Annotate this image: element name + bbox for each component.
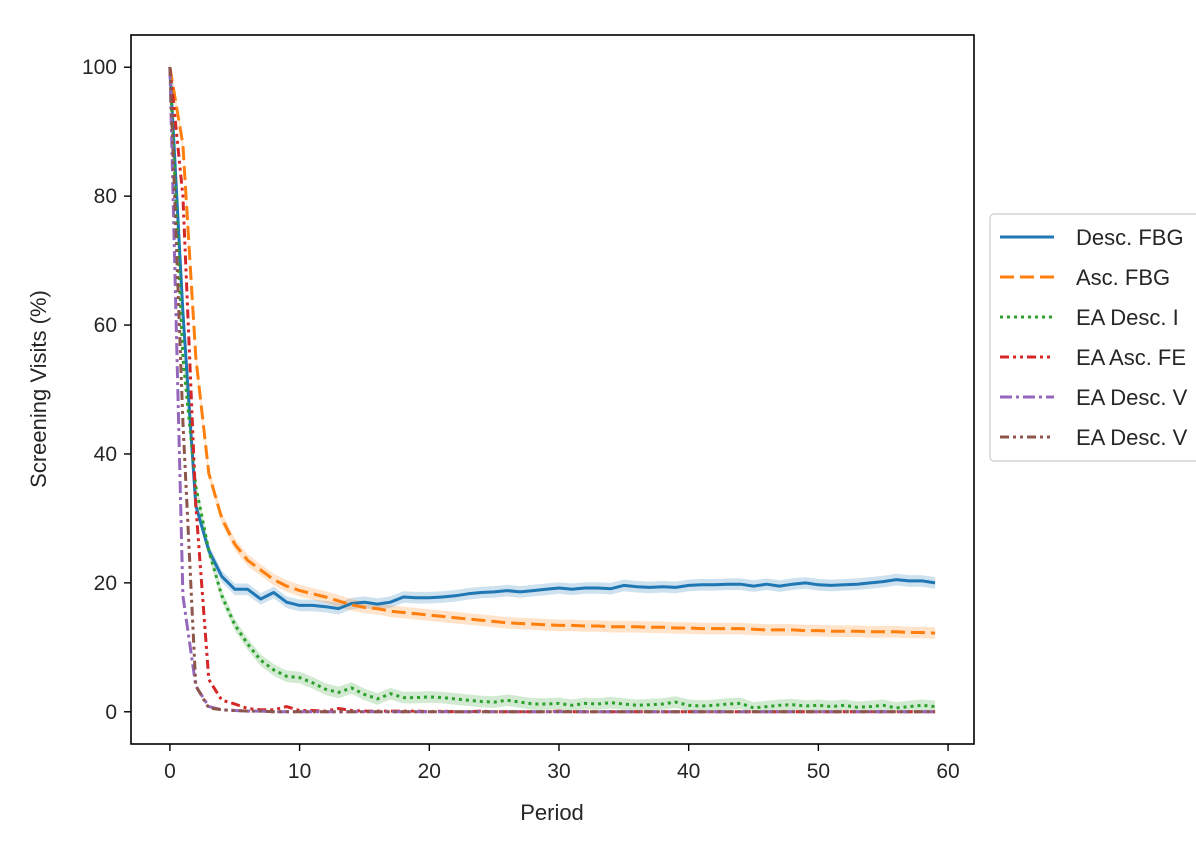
x-axis-ticks: 0 10 20 30 40 50 60: [164, 744, 960, 783]
legend-label: EA Desc. V: [1076, 385, 1188, 410]
x-tick-label: 0: [164, 760, 176, 783]
series-line-2: [168, 67, 936, 710]
x-tick-label: 30: [547, 760, 570, 783]
y-tick-label: 40: [94, 443, 117, 466]
legend-label: EA Asc. FE: [1076, 345, 1186, 370]
series-line-3: [168, 67, 936, 714]
series-line-1: [168, 66, 936, 635]
confidence-band-0: [169, 61, 936, 615]
y-axis-ticks: 0 20 40 60 80 100: [82, 56, 131, 724]
series-line-0: [168, 67, 936, 611]
confidence-band-2: [169, 61, 936, 712]
legend-label: Asc. FBG: [1076, 265, 1170, 290]
x-tick-label: 60: [936, 760, 959, 783]
series-lines: [168, 66, 936, 714]
y-tick-label: 100: [82, 56, 117, 79]
legend-label: EA Desc. I: [1076, 305, 1179, 330]
legend: Desc. FBG Asc. FBG EA Desc. I EA Asc. FE EA …: [989, 213, 1196, 462]
series-line-4: [168, 67, 936, 714]
y-tick-label: 0: [105, 701, 117, 724]
confidence-bands: [169, 61, 936, 712]
confidence-band-1: [169, 61, 936, 639]
y-tick-label: 20: [94, 572, 117, 595]
y-tick-label: 60: [94, 314, 117, 337]
x-tick-label: 40: [677, 760, 700, 783]
legend-label: EA Desc. V: [1076, 425, 1188, 450]
x-tick-label: 10: [288, 760, 311, 783]
legend-label: Desc. FBG: [1076, 225, 1184, 250]
y-axis-label: Screening Visits (%): [26, 290, 51, 488]
x-axis-label: Period: [520, 800, 584, 825]
legend-frame: [989, 213, 1196, 462]
y-tick-label: 80: [94, 185, 117, 208]
x-tick-label: 20: [418, 760, 441, 783]
series-line-5: [168, 67, 936, 714]
plot-area-frame: [130, 34, 975, 745]
x-tick-label: 50: [807, 760, 830, 783]
